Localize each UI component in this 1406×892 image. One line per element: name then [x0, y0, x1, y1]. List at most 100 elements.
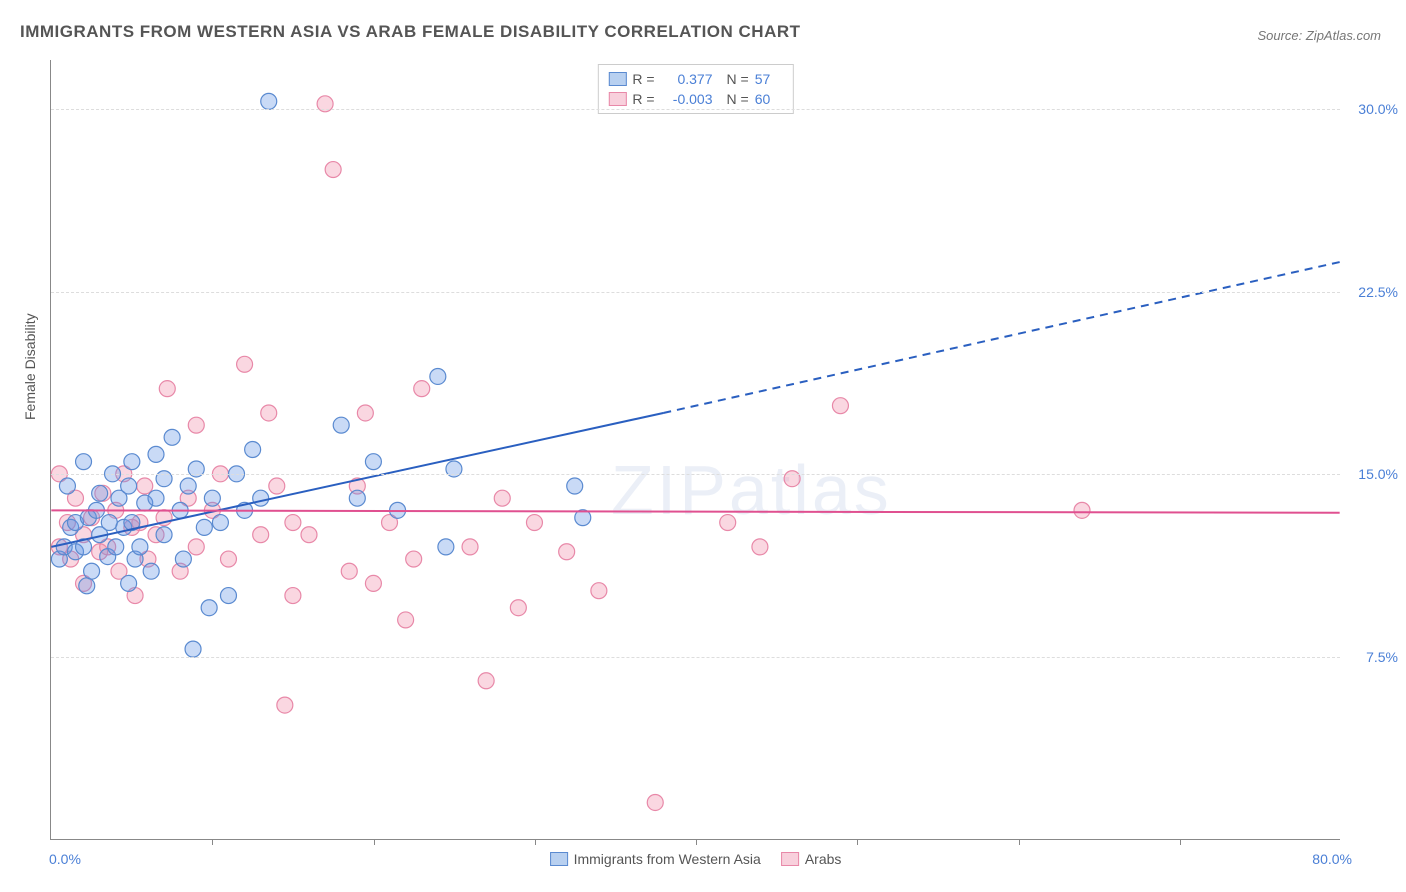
- legend-swatch: [608, 72, 626, 86]
- scatter-point: [148, 490, 164, 506]
- scatter-point: [59, 478, 75, 494]
- legend-label: Arabs: [805, 851, 842, 867]
- x-tick: [696, 839, 697, 845]
- scatter-point: [325, 162, 341, 178]
- scatter-point: [277, 697, 293, 713]
- scatter-point: [132, 539, 148, 555]
- r-label: R =: [632, 91, 654, 107]
- legend-row: R =-0.003N =60: [608, 89, 782, 109]
- scatter-point: [220, 551, 236, 567]
- n-label: N =: [727, 91, 749, 107]
- x-tick: [212, 839, 213, 845]
- y-tick-label: 30.0%: [1358, 101, 1398, 117]
- n-label: N =: [727, 71, 749, 87]
- scatter-point: [253, 527, 269, 543]
- correlation-legend: R =0.377N =57R =-0.003N =60: [597, 64, 793, 114]
- scatter-point: [76, 454, 92, 470]
- scatter-point: [398, 612, 414, 628]
- scatter-point: [188, 417, 204, 433]
- scatter-point: [108, 539, 124, 555]
- scatter-point: [175, 551, 191, 567]
- x-tick: [374, 839, 375, 845]
- r-value: -0.003: [661, 91, 713, 107]
- scatter-point: [185, 641, 201, 657]
- scatter-point: [752, 539, 768, 555]
- chart-title: IMMIGRANTS FROM WESTERN ASIA VS ARAB FEM…: [20, 22, 801, 42]
- scatter-point: [720, 515, 736, 531]
- scatter-point: [237, 356, 253, 372]
- scatter-point: [365, 575, 381, 591]
- scatter-point: [159, 381, 175, 397]
- scatter-point: [647, 794, 663, 810]
- legend-label: Immigrants from Western Asia: [574, 851, 761, 867]
- y-tick-label: 22.5%: [1358, 284, 1398, 300]
- scatter-point: [438, 539, 454, 555]
- scatter-point: [220, 588, 236, 604]
- x-max-label: 80.0%: [1312, 851, 1352, 867]
- chart-plot-area: ZIPatlas R =0.377N =57R =-0.003N =60 Imm…: [50, 60, 1340, 840]
- scatter-point: [406, 551, 422, 567]
- x-tick: [1019, 839, 1020, 845]
- x-tick: [535, 839, 536, 845]
- scatter-point: [510, 600, 526, 616]
- n-value: 57: [755, 71, 783, 87]
- scatter-point: [559, 544, 575, 560]
- scatter-point: [832, 398, 848, 414]
- legend-item: Immigrants from Western Asia: [550, 851, 761, 867]
- y-axis-label: Female Disability: [22, 313, 38, 420]
- scatter-point: [156, 527, 172, 543]
- x-min-label: 0.0%: [49, 851, 81, 867]
- gridline: [51, 109, 1340, 110]
- y-tick-label: 7.5%: [1366, 649, 1398, 665]
- scatter-point: [201, 600, 217, 616]
- scatter-point: [121, 575, 137, 591]
- legend-swatch: [550, 852, 568, 866]
- scatter-point: [285, 515, 301, 531]
- scatter-point: [164, 429, 180, 445]
- gridline: [51, 474, 1340, 475]
- scatter-point: [196, 519, 212, 535]
- scatter-point: [148, 446, 164, 462]
- scatter-point: [137, 478, 153, 494]
- scatter-point: [526, 515, 542, 531]
- legend-row: R = 0.377 N = 57: [608, 69, 782, 89]
- scatter-point: [341, 563, 357, 579]
- legend-item: Arabs: [781, 851, 842, 867]
- scatter-point: [143, 563, 159, 579]
- scatter-point: [180, 478, 196, 494]
- scatter-point: [245, 442, 261, 458]
- scatter-point: [212, 515, 228, 531]
- scatter-point: [156, 471, 172, 487]
- r-label: R =: [632, 71, 654, 87]
- scatter-point: [204, 490, 220, 506]
- scatter-point: [261, 405, 277, 421]
- scatter-point: [261, 93, 277, 109]
- scatter-point: [188, 539, 204, 555]
- scatter-point: [462, 539, 478, 555]
- x-tick: [1180, 839, 1181, 845]
- scatter-point: [349, 490, 365, 506]
- series-legend: Immigrants from Western Asia Arabs: [550, 851, 842, 867]
- x-tick: [857, 839, 858, 845]
- scatter-point: [784, 471, 800, 487]
- scatter-point: [478, 673, 494, 689]
- scatter-point: [333, 417, 349, 433]
- scatter-point: [494, 490, 510, 506]
- scatter-point: [357, 405, 373, 421]
- scatter-point: [84, 563, 100, 579]
- scatter-point: [414, 381, 430, 397]
- gridline: [51, 657, 1340, 658]
- scatter-point: [92, 485, 108, 501]
- scatter-point: [124, 454, 140, 470]
- scatter-point: [430, 368, 446, 384]
- gridline: [51, 292, 1340, 293]
- scatter-point: [365, 454, 381, 470]
- scatter-point: [301, 527, 317, 543]
- scatter-point: [285, 588, 301, 604]
- scatter-point: [101, 515, 117, 531]
- legend-swatch: [781, 852, 799, 866]
- scatter-point: [567, 478, 583, 494]
- scatter-point: [1074, 502, 1090, 518]
- r-value: 0.377: [661, 71, 713, 87]
- scatter-plot-svg: [51, 60, 1340, 839]
